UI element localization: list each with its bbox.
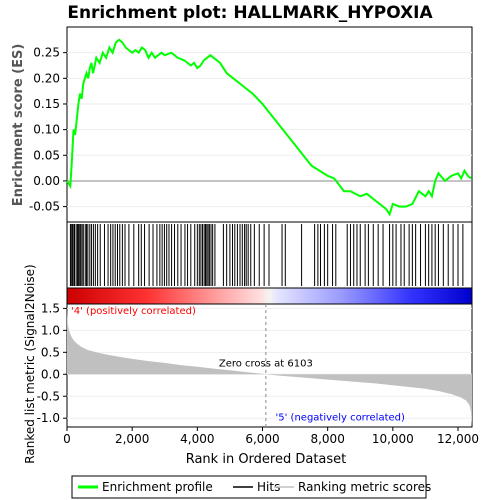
- x-axis-label: Rank in Ordered Dataset: [186, 452, 347, 467]
- legend-label-ranking-metric: Ranking metric scores: [298, 480, 431, 494]
- ranked-gridlines: [67, 307, 472, 419]
- es-y-tick-label: 0.05: [33, 148, 60, 162]
- x-tick-label: 4,000: [180, 432, 214, 446]
- ranked-y-tick-label: 0.0: [41, 367, 60, 381]
- es-y-tick-label: 0.15: [33, 97, 60, 111]
- es-y-tick-label: 0.10: [33, 123, 60, 137]
- ranked-y-tick-label: -1.0: [37, 411, 60, 425]
- legend-label-enrichment-profile: Enrichment profile: [102, 480, 213, 494]
- x-tick-label: 0: [63, 432, 71, 446]
- ranked-y-tick-label: 1.0: [41, 323, 60, 337]
- ranked-y-ticks: -1.0 -0.5 0.0 0.5 1.0 1.5: [37, 301, 67, 425]
- legend-item-hits: Hits: [233, 480, 280, 494]
- es-panel-frame: [66, 26, 473, 223]
- es-y-tick-label: -0.05: [29, 200, 60, 214]
- legend-item-ranking-metric: Ranking metric scores: [274, 480, 431, 494]
- x-tick-label: 8,000: [310, 432, 344, 446]
- es-y-ticks: -0.05 0.00 0.05 0.10 0.15 0.20 0.25: [29, 46, 67, 214]
- x-axis-ticks: 0 2,000 4,000 6,000 8,000 10,000 12,000: [63, 427, 479, 446]
- chart-title: Enrichment plot: HALLMARK_HYPOXIA: [67, 3, 433, 23]
- ranked-y-tick-label: 1.5: [41, 301, 60, 315]
- x-tick-label: 12,000: [437, 432, 479, 446]
- ranked-y-axis-label: Ranked list metric (Signal2Noise): [23, 264, 37, 463]
- es-y-tick-label: 0.00: [33, 174, 60, 188]
- zero-cross-annotation: Zero cross at 6103: [219, 358, 313, 369]
- ranked-panel-frame: [66, 303, 473, 428]
- ranked-y-tick-label: 0.5: [41, 345, 60, 359]
- ranked-y-tick-label: -0.5: [37, 389, 60, 403]
- es-y-tick-label: 0.25: [33, 46, 60, 60]
- x-tick-label: 2,000: [115, 432, 149, 446]
- legend-label-hits: Hits: [257, 480, 280, 494]
- hits-marks: [69, 224, 464, 286]
- negative-correlation-label: '5' (negatively correlated): [276, 412, 405, 423]
- enrichment-profile-line: [66, 38, 472, 217]
- es-y-tick-label: 0.20: [33, 71, 60, 85]
- rank-color-bar: [66, 287, 473, 305]
- legend-item-enrichment-profile: Enrichment profile: [78, 480, 213, 494]
- x-tick-label: 10,000: [372, 432, 414, 446]
- x-tick-label: 6,000: [245, 432, 279, 446]
- positive-correlation-label: '4' (positively correlated): [71, 306, 196, 317]
- ranking-metric-area: [67, 308, 472, 427]
- es-y-axis-label: Enrichment score (ES): [11, 44, 26, 207]
